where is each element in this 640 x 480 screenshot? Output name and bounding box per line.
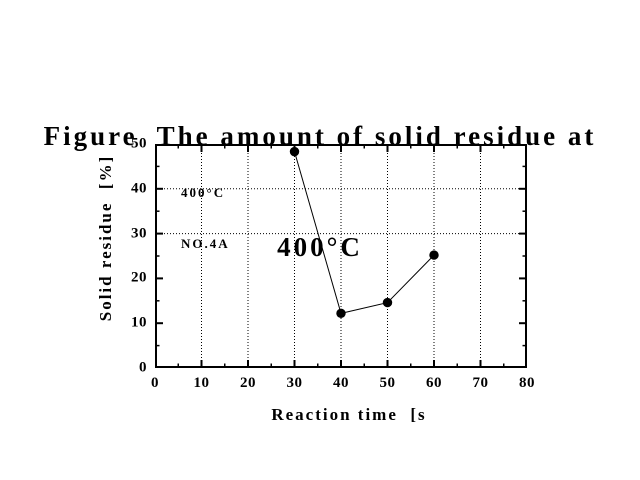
x-tick-label: 60 [426, 375, 442, 391]
annotation-sample-id: NO.4A [181, 236, 230, 251]
x-tick-label: 80 [519, 375, 535, 391]
data-point [382, 297, 393, 308]
y-tick-label: 10 [131, 314, 147, 331]
y-tick-label: 20 [131, 269, 147, 286]
y-tick-label: 30 [131, 225, 147, 242]
x-axis-title: Reaction time [s [271, 405, 427, 424]
x-tick-label: 70 [472, 375, 489, 391]
data-point [289, 146, 300, 157]
data-point [336, 308, 346, 319]
x-tick-label: 10 [193, 375, 210, 391]
plot-wrap: 400°C NO.4A 0 10 20 30 40 50 60 70 80 0 10 20 30 40 5… [131, 136, 535, 392]
x-tick-label: 40 [333, 375, 349, 391]
y-tick-label: 50 [131, 135, 147, 152]
annotation-temperature: 400°C [181, 185, 226, 200]
x-tick-label: 20 [240, 375, 256, 391]
plot-area [155, 144, 527, 368]
data-point [429, 250, 439, 260]
series-line [294, 151, 435, 314]
plot-frame [155, 144, 527, 368]
series-annotation: 400°C NO.4A [181, 150, 230, 286]
y-tick-label: 40 [131, 180, 147, 197]
y-tick-label: 0 [139, 359, 147, 376]
x-tick-label: 50 [379, 375, 396, 391]
figure-title-line2: 400°C [277, 232, 363, 262]
x-tick-label: 30 [286, 375, 303, 391]
x-tick-label: 0 [151, 375, 159, 391]
